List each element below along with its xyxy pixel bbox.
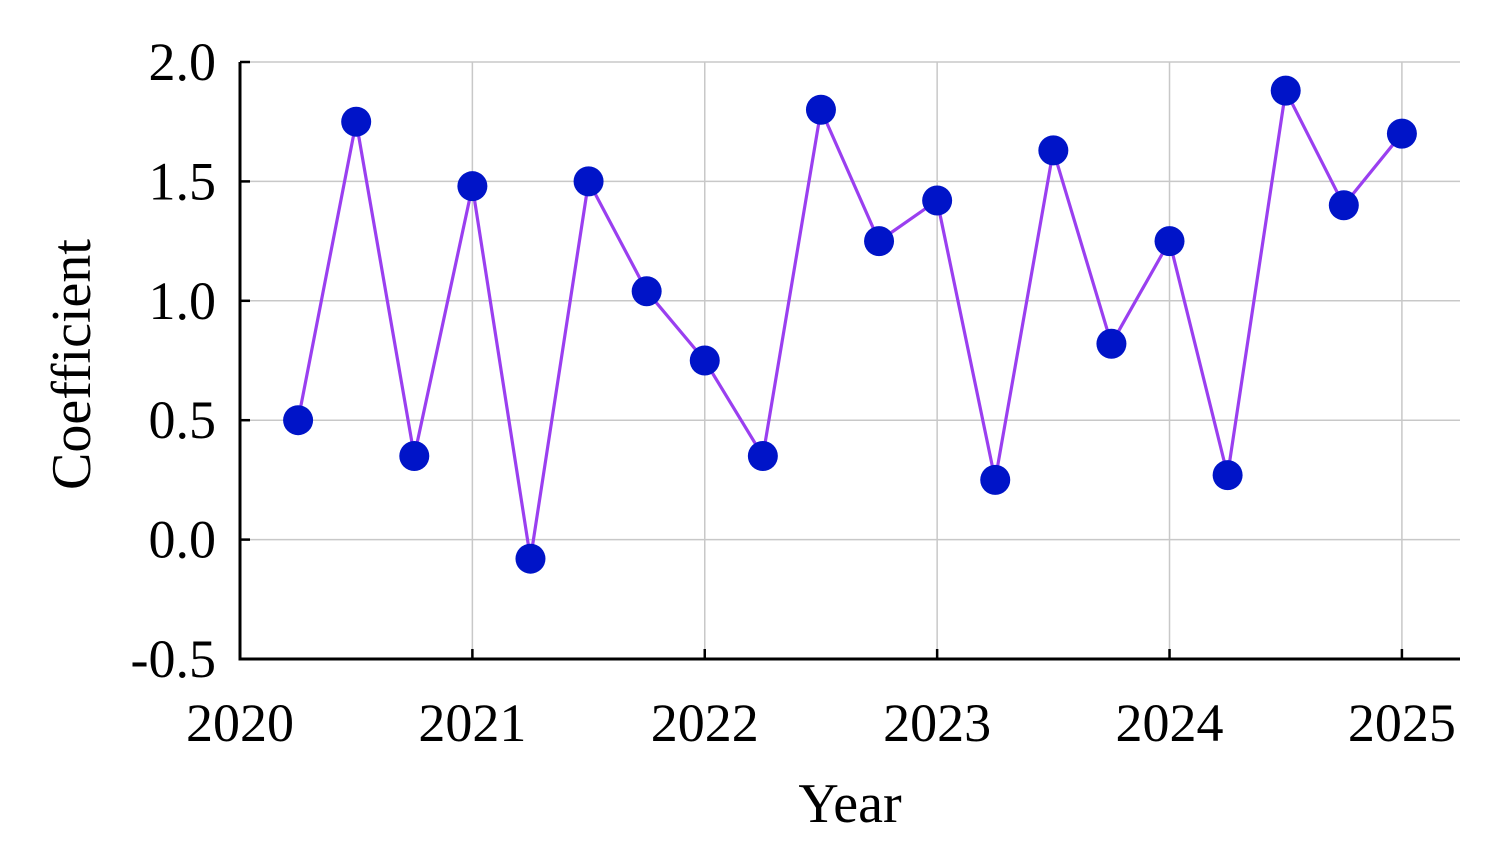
data-point <box>341 106 372 137</box>
data-series <box>283 75 1417 574</box>
data-point <box>1154 226 1185 257</box>
data-point <box>747 441 778 472</box>
y-tick-label: 0.0 <box>149 510 217 570</box>
axes <box>238 62 1460 661</box>
x-tick-label: 2023 <box>883 693 991 753</box>
x-tick-label: 2025 <box>1348 693 1456 753</box>
data-point <box>1038 135 1069 166</box>
data-point <box>1096 328 1127 359</box>
data-point <box>922 185 953 216</box>
data-point <box>631 276 662 307</box>
y-tick-label: 2.0 <box>149 32 217 92</box>
data-point <box>515 543 546 574</box>
x-axis-title: Year <box>798 773 902 835</box>
data-point <box>1386 118 1417 149</box>
data-point <box>1328 190 1359 221</box>
y-axis-title: Coefficient <box>41 239 103 490</box>
data-point <box>980 464 1011 495</box>
data-point <box>1212 460 1243 491</box>
y-tick-label: 1.5 <box>149 151 217 211</box>
y-tick-label: 1.0 <box>149 271 217 331</box>
y-tick-label: 0.5 <box>149 390 217 450</box>
data-point <box>283 405 314 436</box>
series-line <box>296 89 1404 561</box>
data-point <box>805 94 836 125</box>
x-tick-label: 2022 <box>651 693 759 753</box>
data-point <box>573 166 604 197</box>
data-point <box>864 226 895 257</box>
data-point <box>1270 75 1301 106</box>
y-tick-label: -0.5 <box>131 629 216 689</box>
x-tick-label: 2024 <box>1116 693 1224 753</box>
data-point <box>457 171 488 202</box>
x-tick-label: 2021 <box>418 693 526 753</box>
data-point <box>689 345 720 376</box>
x-axis-ticks: 2020 2021 2022 2023 2024 2025 <box>186 649 1456 753</box>
y-axis-ticks: -0.5 0.0 0.5 1.0 1.5 2.0 <box>131 32 250 689</box>
data-point <box>399 441 430 472</box>
x-tick-label: 2020 <box>186 693 294 753</box>
